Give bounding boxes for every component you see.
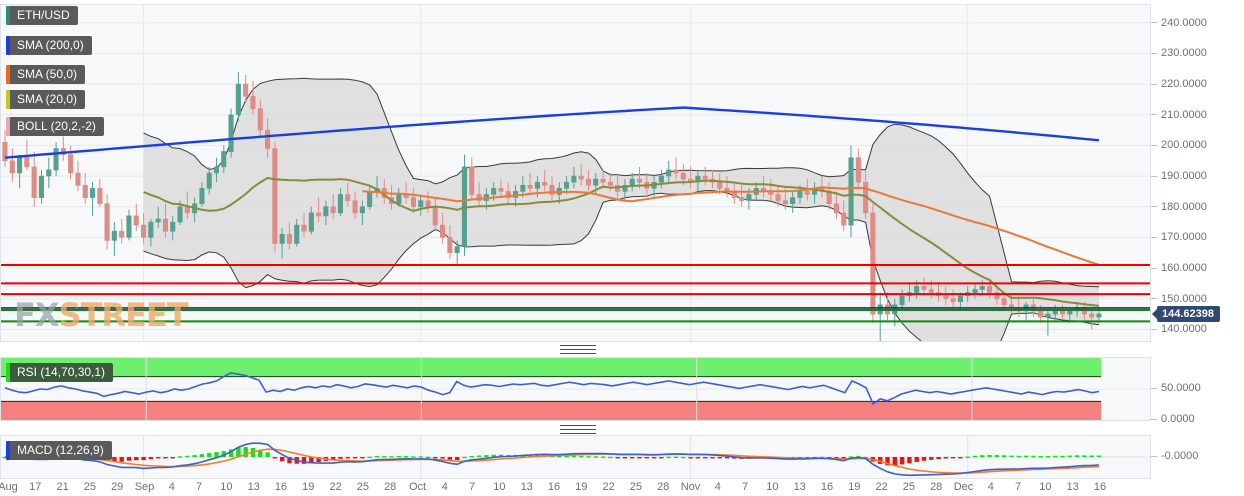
time-tick: 7 xyxy=(469,481,476,493)
price-plot[interactable] xyxy=(1,5,1150,341)
rsi-plot[interactable] xyxy=(1,358,1150,420)
price-tick: 140.0000 xyxy=(1151,324,1207,335)
time-tick: 10 xyxy=(766,481,779,493)
time-tick: 13 xyxy=(793,481,806,493)
time-tick: 4 xyxy=(714,481,721,493)
price-tick: 240.0000 xyxy=(1151,17,1207,29)
price-chart-pane[interactable] xyxy=(0,4,1151,342)
time-tick: Oct xyxy=(408,481,427,493)
pane-resize-handle-price-rsi[interactable] xyxy=(560,345,596,354)
legend-item-boll[interactable]: BOLL (20,2,-2) xyxy=(6,117,104,136)
pane-resize-handle-rsi-macd[interactable] xyxy=(560,425,596,434)
time-tick: 17 xyxy=(29,481,42,493)
legend-label-macd: MACD (12,26,9) xyxy=(17,443,104,457)
time-tick: 13 xyxy=(520,481,533,493)
time-tick: 19 xyxy=(848,481,861,493)
time-tick: 4 xyxy=(168,481,175,493)
time-tick: 29 xyxy=(111,481,124,493)
price-tick: 170.0000 xyxy=(1151,232,1207,243)
time-tick: 19 xyxy=(302,481,315,493)
time-tick: 25 xyxy=(629,481,643,493)
price-tick: 180.0000 xyxy=(1151,201,1207,213)
legend-label-sma50: SMA (50,0) xyxy=(17,67,78,81)
legend-item-macd[interactable]: MACD (12,26,9) xyxy=(6,441,112,460)
time-tick: 7 xyxy=(1015,481,1022,493)
price-tick: 190.0000 xyxy=(1151,171,1207,182)
legend-swatch-rsi xyxy=(6,363,10,382)
legend-label-rsi: RSI (14,70,30,1) xyxy=(17,365,106,379)
watermark-part1: FX xyxy=(14,296,60,334)
time-tick: 13 xyxy=(1066,481,1079,493)
time-tick: 16 xyxy=(820,481,834,493)
legend-swatch-macd xyxy=(6,441,10,460)
time-tick: 22 xyxy=(329,481,342,493)
price-svg xyxy=(1,5,1150,341)
time-tick: 4 xyxy=(441,481,448,493)
price-tick: 220.0000 xyxy=(1151,79,1207,90)
time-tick: 25 xyxy=(83,481,97,493)
time-tick: 4 xyxy=(987,481,994,493)
legend-label-sma20: SMA (20,0) xyxy=(17,92,78,106)
rsi-pane[interactable] xyxy=(0,357,1151,421)
legend-item-sma50[interactable]: SMA (50,0) xyxy=(6,65,86,84)
time-tick: 16 xyxy=(1093,481,1107,493)
rsi-tick: 0.0000 xyxy=(1151,414,1195,425)
time-tick: 25 xyxy=(356,481,370,493)
price-tick: 230.0000 xyxy=(1151,48,1207,59)
time-tick: 28 xyxy=(657,481,670,493)
time-axis[interactable]: Aug 17 21 25 29 Sep 4 7 10 13 16 19 22 25 28 Oct 4 7 10 13 1… xyxy=(0,479,1151,496)
macd-plot[interactable] xyxy=(1,436,1150,478)
legend-swatch-sma50 xyxy=(6,65,10,84)
price-tick: 210.0000 xyxy=(1151,109,1207,121)
rsi-svg xyxy=(1,358,1150,420)
macd-axis[interactable]: -0.0000 xyxy=(1151,435,1244,479)
time-tick: 28 xyxy=(930,481,943,493)
price-tick: 150.0000 xyxy=(1151,293,1207,305)
time-tick: Dec xyxy=(953,481,974,493)
legend-item-sma200[interactable]: SMA (200,0) xyxy=(6,36,92,55)
time-tick: 28 xyxy=(384,481,397,493)
macd-svg xyxy=(1,436,1150,478)
legend-label-sma200: SMA (200,0) xyxy=(17,38,84,52)
watermark-part2: STREET xyxy=(58,296,189,334)
time-tick: 25 xyxy=(902,481,916,493)
rsi-tick: 50.0000 xyxy=(1151,383,1201,394)
legend-item-sma20[interactable]: SMA (20,0) xyxy=(6,90,86,109)
time-tick: 22 xyxy=(602,481,615,493)
price-tick: 160.0000 xyxy=(1151,263,1207,274)
legend-swatch-symbol xyxy=(6,6,10,25)
time-tick: 10 xyxy=(220,481,233,493)
time-tick: 7 xyxy=(742,481,749,493)
macd-pane[interactable] xyxy=(0,435,1151,479)
current-price-tag: 144.62398 xyxy=(1152,306,1220,323)
time-tick: 16 xyxy=(274,481,288,493)
time-tick: 21 xyxy=(56,481,69,493)
legend-swatch-boll xyxy=(6,117,10,136)
time-tick: Sep xyxy=(134,481,155,493)
legend-item-rsi[interactable]: RSI (14,70,30,1) xyxy=(6,363,114,382)
price-tick: 200.0000 xyxy=(1151,140,1207,151)
macd-tick: -0.0000 xyxy=(1151,451,1198,462)
time-tick: Nov xyxy=(680,481,701,493)
time-tick: 10 xyxy=(493,481,506,493)
time-tick: Aug xyxy=(0,481,18,493)
fxstreet-watermark: FXSTREET xyxy=(14,296,189,334)
legend-swatch-sma200 xyxy=(6,36,10,55)
time-tick: 19 xyxy=(575,481,588,493)
legend-item-symbol[interactable]: ETH/USD xyxy=(6,6,78,25)
rsi-axis[interactable]: 50.0000 0.0000 xyxy=(1151,357,1244,425)
time-tick: 16 xyxy=(547,481,561,493)
price-axis[interactable]: 240.0000 230.0000 220.0000 210.0000 200.0000… xyxy=(1151,4,1244,342)
time-tick: 10 xyxy=(1039,481,1052,493)
time-tick: 13 xyxy=(247,481,260,493)
time-tick: 22 xyxy=(875,481,888,493)
time-tick: 7 xyxy=(196,481,203,493)
legend-label-symbol: ETH/USD xyxy=(17,8,70,22)
legend-swatch-sma20 xyxy=(6,90,10,109)
legend-label-boll: BOLL (20,2,-2) xyxy=(17,119,96,133)
